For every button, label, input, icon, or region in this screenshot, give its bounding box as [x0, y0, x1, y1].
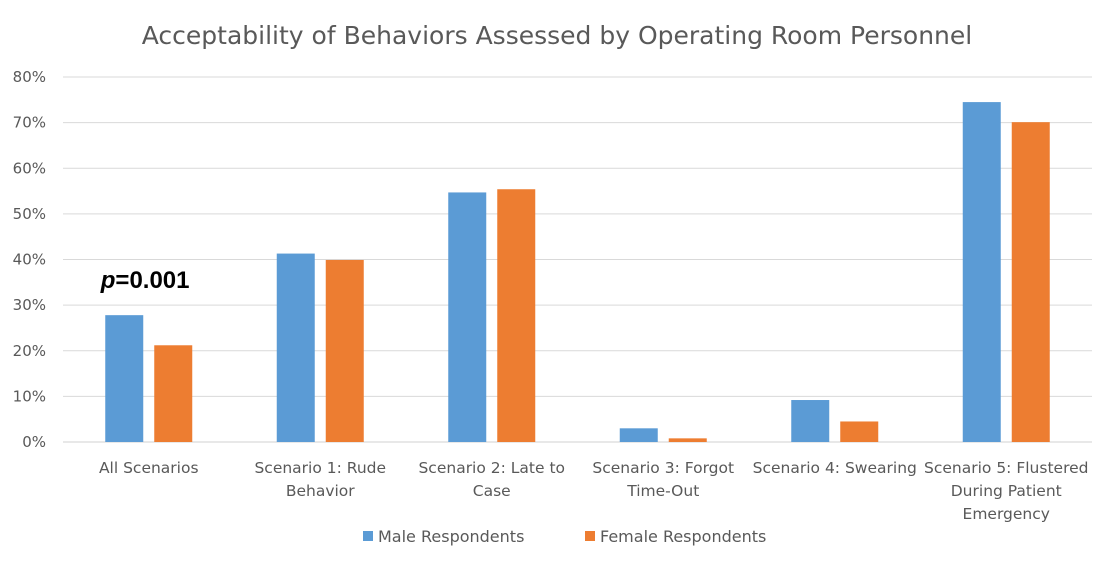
legend-swatch: [363, 531, 373, 541]
bar: [1011, 122, 1050, 442]
bar: [154, 345, 193, 442]
legend: Male Respondents Female Respondents: [363, 527, 766, 546]
bar: [105, 315, 144, 442]
x-axis-labels: All Scenarios Scenario 1: Rude Behavior Sce…: [99, 459, 1089, 523]
bars: [105, 102, 1050, 442]
y-tick-label: 50%: [13, 205, 46, 223]
legend-label: Female Respondents: [600, 527, 766, 546]
y-axis-ticks: 0% 10% 20% 30% 40% 50% 60% 70% 80%: [13, 68, 46, 451]
y-tick-label: 60%: [13, 159, 46, 177]
x-tick-label: Scenario 2: Late to Case: [418, 459, 565, 500]
significance-annotation: p=0.001: [100, 267, 190, 294]
bar: [325, 259, 364, 442]
x-tick-label: Scenario 5: Flustered During Patient Emerg…: [924, 459, 1088, 523]
x-tick-label: Scenario 4: Swearing: [753, 459, 917, 477]
y-tick-label: 80%: [13, 68, 46, 86]
annotations: p=0.001: [100, 267, 190, 294]
bar: [840, 421, 879, 442]
bar: [448, 192, 487, 442]
bar: [276, 253, 315, 442]
x-tick-label: Scenario 1: Rude Behavior: [254, 459, 386, 500]
chart-title: Acceptability of Behaviors Assessed by O…: [142, 21, 972, 50]
y-tick-label: 70%: [13, 114, 46, 132]
x-tick-label: All Scenarios: [99, 459, 199, 477]
y-tick-label: 0%: [22, 433, 46, 451]
x-tick-label: Scenario 3: Forgot Time-Out: [592, 459, 734, 500]
y-tick-label: 30%: [13, 296, 46, 314]
y-tick-label: 10%: [13, 387, 46, 405]
bar: [619, 428, 658, 442]
y-tick-label: 40%: [13, 251, 46, 269]
y-tick-label: 20%: [13, 342, 46, 360]
gridlines: [63, 76, 1092, 443]
bar: [668, 438, 707, 442]
bar: [497, 189, 536, 442]
bar: [962, 102, 1001, 442]
legend-swatch: [585, 531, 595, 541]
legend-label: Male Respondents: [378, 527, 524, 546]
bar: [791, 400, 830, 442]
